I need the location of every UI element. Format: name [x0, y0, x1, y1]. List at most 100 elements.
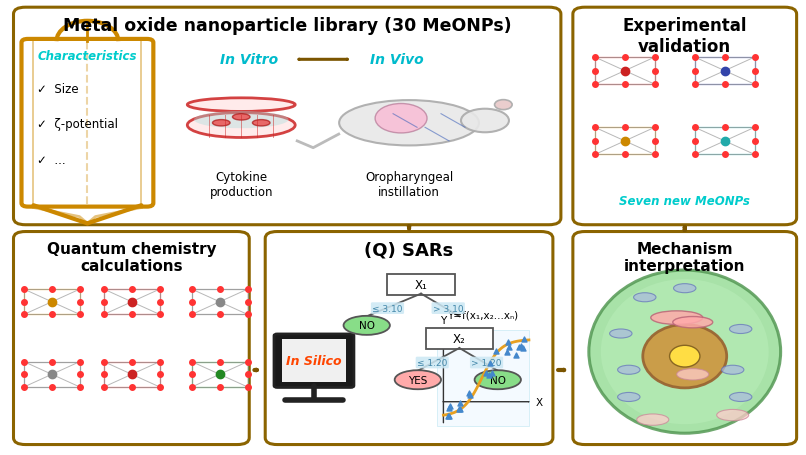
Ellipse shape [670, 345, 700, 367]
Ellipse shape [339, 101, 479, 146]
FancyBboxPatch shape [192, 289, 247, 315]
Ellipse shape [375, 104, 427, 134]
Text: Y: Y [440, 315, 447, 325]
Point [502, 344, 515, 351]
Ellipse shape [475, 370, 521, 389]
FancyBboxPatch shape [104, 362, 160, 387]
Text: NO: NO [359, 321, 375, 331]
Point [454, 399, 467, 406]
Text: In Vitro: In Vitro [220, 53, 278, 67]
Text: Oropharyngeal
instillation: Oropharyngeal instillation [365, 170, 453, 198]
Ellipse shape [187, 113, 295, 138]
Point [442, 413, 455, 420]
Point [452, 406, 465, 413]
Ellipse shape [677, 369, 708, 380]
Point [442, 404, 455, 412]
Point [485, 370, 498, 377]
Point [513, 344, 526, 351]
Ellipse shape [213, 120, 230, 126]
FancyBboxPatch shape [14, 232, 249, 445]
Text: Experimental
validation: Experimental validation [622, 17, 747, 56]
Ellipse shape [634, 293, 656, 302]
Text: Seven new MeONPs: Seven new MeONPs [619, 194, 750, 207]
FancyBboxPatch shape [274, 334, 354, 388]
Point [517, 336, 530, 343]
Text: ✓  Size: ✓ Size [37, 83, 79, 96]
FancyBboxPatch shape [573, 232, 796, 445]
FancyBboxPatch shape [24, 289, 80, 315]
Point [483, 371, 496, 379]
Ellipse shape [729, 393, 752, 402]
Ellipse shape [729, 325, 752, 334]
Text: Metal oxide nanoparticle library (30 MeONPs): Metal oxide nanoparticle library (30 MeO… [63, 17, 512, 35]
Ellipse shape [717, 410, 749, 421]
Ellipse shape [721, 365, 744, 374]
Text: In Silico: In Silico [286, 354, 342, 367]
Ellipse shape [643, 325, 727, 388]
Ellipse shape [637, 414, 669, 425]
FancyBboxPatch shape [192, 362, 247, 387]
Point [454, 406, 467, 413]
Text: X₂: X₂ [453, 332, 466, 345]
Point [480, 370, 492, 377]
Point [514, 343, 527, 350]
FancyBboxPatch shape [695, 128, 754, 155]
Text: ✓  ζ-potential: ✓ ζ-potential [37, 118, 118, 131]
FancyBboxPatch shape [595, 58, 654, 85]
Ellipse shape [609, 329, 632, 339]
Text: Y=f(x₁,x₂...xₙ): Y=f(x₁,x₂...xₙ) [447, 309, 518, 319]
FancyBboxPatch shape [24, 362, 80, 387]
Ellipse shape [589, 270, 781, 433]
Ellipse shape [194, 112, 289, 129]
Ellipse shape [461, 110, 509, 133]
Text: Cytokine
production: Cytokine production [210, 170, 273, 198]
Text: (Q) SARs: (Q) SARs [364, 241, 454, 259]
Text: X₁: X₁ [414, 278, 427, 291]
FancyBboxPatch shape [695, 58, 754, 85]
Text: NO: NO [490, 375, 505, 385]
FancyBboxPatch shape [282, 339, 346, 382]
FancyBboxPatch shape [426, 329, 493, 349]
Ellipse shape [617, 393, 640, 402]
Point [463, 391, 476, 399]
Ellipse shape [232, 115, 250, 121]
Text: In Vivo: In Vivo [370, 53, 424, 67]
FancyBboxPatch shape [388, 274, 455, 295]
Point [502, 339, 515, 346]
FancyBboxPatch shape [265, 232, 553, 445]
Ellipse shape [495, 101, 512, 111]
FancyBboxPatch shape [104, 289, 160, 315]
Text: > 1.20: > 1.20 [472, 358, 502, 367]
Point [484, 359, 496, 367]
FancyBboxPatch shape [573, 8, 796, 225]
Ellipse shape [600, 279, 769, 424]
Text: Characteristics: Characteristics [38, 50, 137, 63]
Ellipse shape [674, 284, 696, 293]
Text: YES: YES [408, 375, 427, 385]
Text: ≤ 1.20: ≤ 1.20 [417, 358, 447, 367]
Ellipse shape [650, 311, 703, 325]
FancyBboxPatch shape [595, 128, 654, 155]
Ellipse shape [252, 120, 270, 126]
Point [500, 349, 513, 356]
Text: ✓  ...: ✓ ... [37, 153, 66, 167]
Text: ≤ 3.10: ≤ 3.10 [372, 304, 403, 313]
Text: Mechanism
interpretation: Mechanism interpretation [624, 241, 746, 273]
Point [509, 352, 522, 359]
Ellipse shape [673, 317, 713, 328]
Point [443, 413, 456, 420]
Point [462, 389, 475, 397]
Text: > 3.10: > 3.10 [433, 304, 463, 313]
FancyBboxPatch shape [22, 40, 153, 207]
Point [489, 347, 502, 354]
Ellipse shape [187, 99, 295, 112]
Ellipse shape [343, 316, 390, 335]
Point [517, 344, 530, 351]
Text: Quantum chemistry
calculations: Quantum chemistry calculations [47, 241, 216, 273]
FancyBboxPatch shape [14, 8, 561, 225]
Text: X: X [535, 397, 542, 407]
Point [444, 403, 457, 410]
Ellipse shape [617, 365, 640, 374]
Ellipse shape [395, 370, 441, 389]
FancyBboxPatch shape [437, 331, 529, 425]
